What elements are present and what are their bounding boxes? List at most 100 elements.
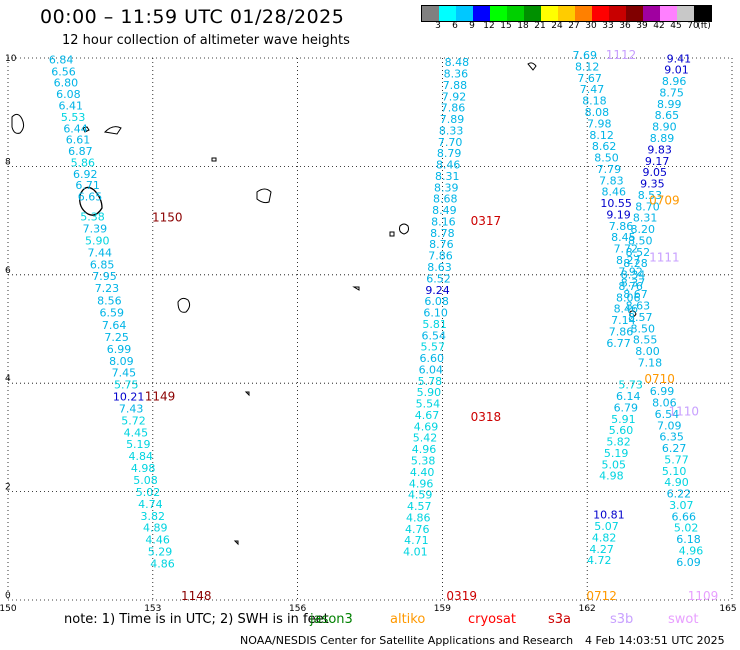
wave-height-value: 8.06 — [616, 291, 641, 304]
x-tick-label: 150 — [0, 604, 17, 614]
wave-height-value: 6.04 — [419, 363, 444, 376]
y-tick-label: 4 — [5, 374, 11, 384]
island-outline — [211, 157, 217, 162]
wave-height-value: 4.84 — [128, 450, 153, 463]
wave-height-value: 6.08 — [56, 88, 81, 101]
color-scale-label: 9 — [469, 21, 475, 31]
color-scale-label: (ft) — [697, 21, 711, 31]
pass-time-label: 1110 — [668, 405, 699, 419]
wave-height-value: 8.34 — [621, 269, 646, 282]
wave-height-value: 8.33 — [439, 124, 464, 137]
pass-time-label: 0319 — [446, 589, 477, 603]
wave-height-value: 8.55 — [633, 334, 658, 347]
island-outline — [244, 391, 250, 397]
wave-height-value: 6.66 — [671, 510, 696, 523]
wave-height-value: 4.98 — [599, 470, 624, 483]
wave-height-value: 5.38 — [80, 211, 105, 224]
pass-time-label: 1150 — [152, 211, 183, 225]
color-scale-label: 39 — [636, 21, 648, 31]
satellite-legend-s3a: s3a — [548, 612, 572, 627]
x-tick-label: 162 — [579, 604, 596, 614]
wave-height-value: 4.45 — [124, 426, 149, 439]
wave-height-value: 4.46 — [145, 534, 170, 547]
wave-height-value: 6.54 — [655, 408, 680, 421]
satellite-legend-cryosat: cryosat — [468, 612, 516, 627]
wave-height-value: 7.92 — [618, 265, 643, 278]
pass-time-label: 0317 — [471, 214, 502, 228]
color-scale-swatch — [677, 6, 694, 21]
wave-height-value: 7.95 — [92, 270, 117, 283]
wave-height-value: 5.77 — [664, 453, 689, 466]
x-tick-label: 156 — [289, 604, 306, 614]
satellite-legend-altiko: altiko — [390, 612, 426, 627]
wave-height-value: 5.73 — [618, 379, 643, 392]
wave-height-value: 7.23 — [95, 282, 120, 295]
wave-height-value: 8.37 — [621, 277, 646, 290]
color-scale-swatch — [592, 6, 609, 21]
wave-height-value: 5.53 — [61, 111, 86, 124]
wave-height-value: 6.61 — [66, 134, 91, 147]
island-outline — [11, 113, 25, 134]
wave-height-value: 7.14 — [611, 314, 636, 327]
wave-height-value: 9.05 — [643, 166, 668, 179]
wave-height-value: 8.49 — [432, 204, 457, 217]
wave-height-value: 5.78 — [418, 375, 443, 388]
wave-height-value: 6.54 — [421, 329, 446, 342]
color-scale-label: 18 — [517, 21, 529, 31]
island-outline — [177, 297, 191, 313]
wave-height-value: 6.71 — [75, 179, 100, 192]
pass-time-label: 0710 — [644, 372, 675, 386]
wave-height-value: 9.24 — [425, 284, 450, 297]
wave-height-value: 9.83 — [647, 143, 672, 156]
color-scale-swatch — [660, 6, 677, 21]
wave-height-value: 8.68 — [433, 193, 458, 206]
wave-height-value: 6.79 — [614, 401, 639, 414]
wave-height-value: 4.57 — [407, 500, 432, 513]
wave-height-value: 7.86 — [609, 326, 634, 339]
wave-height-value: 8.46 — [601, 186, 626, 199]
y-tick-label: 0 — [5, 591, 11, 601]
wave-height-value: 3.07 — [669, 499, 694, 512]
color-scale-bar — [421, 5, 712, 22]
wave-height-value: 6.87 — [68, 145, 93, 158]
note-row: note: 1) Time is in UTC; 2) SWH is in fe… — [0, 612, 740, 630]
wave-height-value: 9.17 — [645, 155, 670, 168]
wave-height-value: 8.00 — [635, 345, 660, 358]
grid-lines — [7, 57, 733, 601]
wave-height-value: 7.88 — [443, 79, 468, 92]
wave-height-value: 7.86 — [428, 250, 453, 263]
color-scale-label: 30 — [585, 21, 597, 31]
wave-height-value: 6.77 — [606, 337, 631, 350]
wave-height-value: 10.81 — [593, 509, 625, 522]
wave-height-value: 5.07 — [594, 520, 619, 533]
wave-height-value: 4.96 — [409, 477, 434, 490]
wave-height-value: 6.18 — [676, 533, 701, 546]
wave-height-value: 4.71 — [404, 534, 429, 547]
wave-height-value: 6.92 — [73, 168, 98, 181]
wave-height-value: 8.57 — [628, 311, 653, 324]
wave-height-value: 9.19 — [606, 208, 631, 221]
pass-time-label: 0318 — [471, 410, 502, 424]
wave-height-value: 6.35 — [659, 431, 684, 444]
wave-height-value: 5.05 — [601, 458, 626, 471]
pass-time-label: 1148 — [181, 589, 212, 603]
satellite-legend-s3b: s3b — [610, 612, 634, 627]
wave-height-labels: 6.846.566.806.086.415.536.446.616.875.86… — [49, 49, 703, 570]
wave-height-value: 7.25 — [104, 331, 129, 344]
wave-height-value: 4.01 — [403, 546, 428, 559]
wave-height-value: 5.02 — [674, 522, 699, 535]
color-scale-label: 15 — [500, 21, 512, 31]
color-scale-swatch — [507, 6, 524, 21]
wave-height-value: 5.81 — [422, 318, 447, 331]
wave-height-value: 5.72 — [121, 414, 146, 427]
note-text: note: 1) Time is in UTC; 2) SWH is in fe… — [64, 612, 329, 627]
wave-height-value: 5.90 — [85, 234, 110, 247]
wave-height-value: 8.46 — [436, 159, 461, 172]
color-scale-swatch — [541, 6, 558, 21]
color-scale-label: 36 — [619, 21, 631, 31]
wave-height-value: 6.10 — [423, 307, 448, 320]
color-scale-swatch — [524, 6, 541, 21]
wave-height-value: 8.12 — [589, 129, 614, 142]
